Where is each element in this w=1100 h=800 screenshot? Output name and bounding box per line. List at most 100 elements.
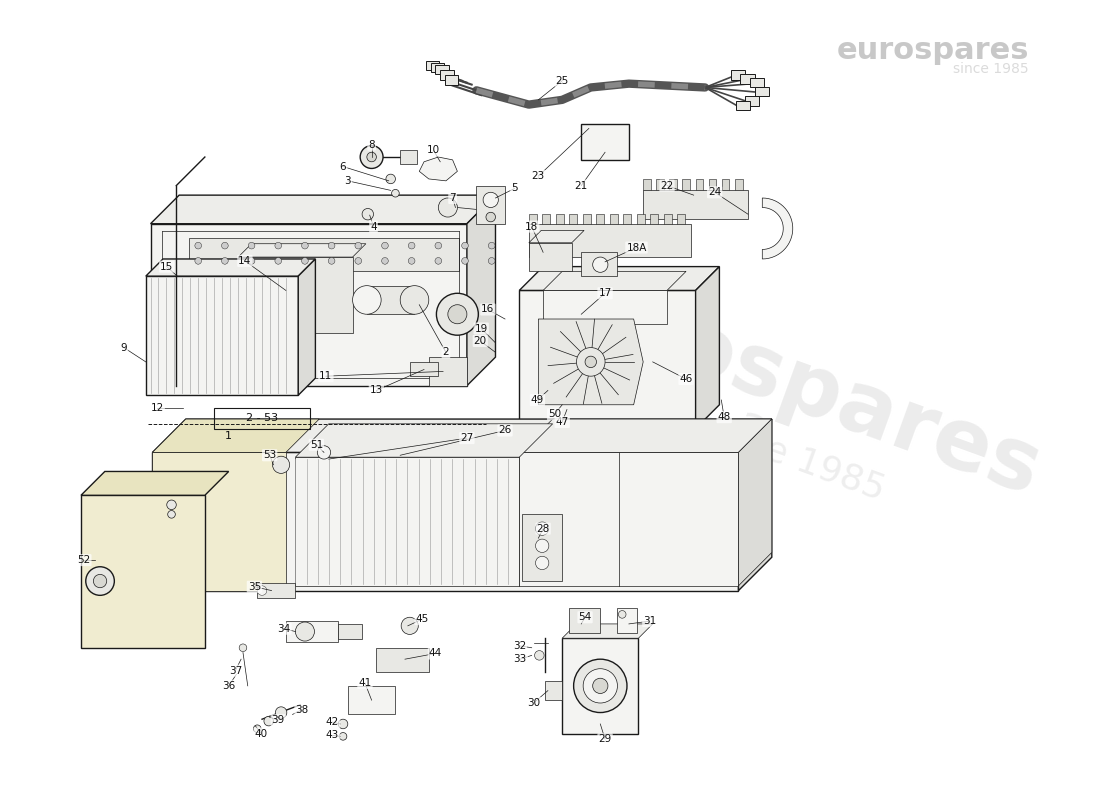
Bar — [426, 61, 439, 70]
Text: 22: 22 — [660, 181, 673, 190]
Text: 12: 12 — [151, 402, 164, 413]
Text: 45: 45 — [416, 614, 429, 624]
Polygon shape — [367, 286, 415, 314]
Text: 23: 23 — [531, 171, 544, 181]
Circle shape — [434, 242, 442, 249]
Text: 37: 37 — [229, 666, 242, 676]
Text: 15: 15 — [161, 262, 174, 271]
Text: 14: 14 — [239, 256, 252, 266]
Text: eurospares: eurospares — [837, 36, 1030, 65]
Polygon shape — [296, 424, 552, 457]
Polygon shape — [81, 471, 229, 495]
Circle shape — [488, 258, 495, 264]
Text: since 1985: since 1985 — [692, 407, 890, 507]
Circle shape — [593, 257, 608, 272]
Bar — [730, 70, 745, 80]
Circle shape — [257, 586, 267, 595]
Text: 54: 54 — [579, 612, 592, 622]
Text: 28: 28 — [537, 524, 550, 534]
Polygon shape — [637, 214, 645, 224]
Polygon shape — [678, 214, 685, 224]
Text: 24: 24 — [708, 187, 722, 198]
Polygon shape — [519, 419, 772, 453]
Bar — [286, 621, 339, 642]
Circle shape — [86, 566, 114, 595]
Polygon shape — [695, 179, 703, 190]
Polygon shape — [419, 157, 458, 181]
Circle shape — [535, 650, 544, 660]
Bar — [745, 96, 759, 106]
Text: 51: 51 — [310, 440, 323, 450]
Text: 1: 1 — [226, 431, 232, 442]
Text: 42: 42 — [326, 717, 339, 727]
Circle shape — [339, 719, 348, 729]
Text: since 1985: since 1985 — [954, 62, 1030, 76]
Circle shape — [448, 305, 466, 324]
Text: 18: 18 — [525, 222, 538, 231]
Polygon shape — [644, 179, 651, 190]
Circle shape — [249, 242, 255, 249]
Polygon shape — [529, 242, 572, 271]
Polygon shape — [569, 608, 601, 634]
Polygon shape — [153, 453, 738, 590]
Text: 43: 43 — [326, 730, 339, 741]
Circle shape — [536, 539, 549, 553]
Bar — [755, 86, 769, 96]
Circle shape — [488, 242, 495, 249]
Text: 33: 33 — [514, 654, 527, 664]
Polygon shape — [708, 179, 716, 190]
Circle shape — [253, 725, 261, 733]
Text: 53: 53 — [263, 450, 276, 460]
Polygon shape — [670, 179, 676, 190]
Polygon shape — [529, 224, 691, 257]
Circle shape — [367, 152, 376, 162]
Polygon shape — [562, 638, 638, 734]
Text: 47: 47 — [556, 417, 569, 427]
Circle shape — [483, 192, 498, 207]
Polygon shape — [153, 419, 772, 453]
Polygon shape — [348, 686, 395, 714]
Polygon shape — [657, 179, 664, 190]
Polygon shape — [298, 259, 316, 395]
Text: 29: 29 — [598, 734, 612, 744]
Circle shape — [273, 456, 289, 474]
Circle shape — [400, 286, 429, 314]
Circle shape — [536, 522, 549, 535]
Circle shape — [249, 258, 255, 264]
Text: 6: 6 — [340, 162, 346, 171]
Circle shape — [583, 669, 617, 703]
Text: 48: 48 — [717, 412, 730, 422]
Polygon shape — [562, 624, 652, 638]
Bar — [736, 101, 750, 110]
Text: 13: 13 — [370, 386, 383, 395]
Polygon shape — [663, 214, 672, 224]
Circle shape — [167, 500, 176, 510]
Text: 50: 50 — [548, 410, 561, 419]
Circle shape — [328, 242, 334, 249]
Polygon shape — [695, 266, 719, 429]
Circle shape — [573, 659, 627, 713]
Text: 5: 5 — [512, 183, 518, 194]
Bar — [740, 74, 755, 84]
Circle shape — [353, 286, 381, 314]
Polygon shape — [189, 238, 460, 271]
Text: 39: 39 — [272, 715, 285, 725]
Circle shape — [239, 644, 246, 651]
Circle shape — [386, 174, 395, 184]
Polygon shape — [596, 214, 604, 224]
Text: 35: 35 — [248, 582, 261, 592]
Polygon shape — [153, 453, 286, 590]
Circle shape — [382, 242, 388, 249]
Circle shape — [355, 258, 362, 264]
Text: 2: 2 — [442, 347, 449, 358]
Polygon shape — [296, 457, 519, 586]
Polygon shape — [738, 419, 772, 590]
Polygon shape — [682, 179, 690, 190]
Polygon shape — [529, 230, 584, 242]
Text: 49: 49 — [531, 395, 544, 405]
Polygon shape — [762, 198, 793, 259]
Polygon shape — [429, 357, 466, 386]
Bar — [440, 70, 453, 80]
Circle shape — [486, 212, 495, 222]
Polygon shape — [146, 259, 316, 276]
